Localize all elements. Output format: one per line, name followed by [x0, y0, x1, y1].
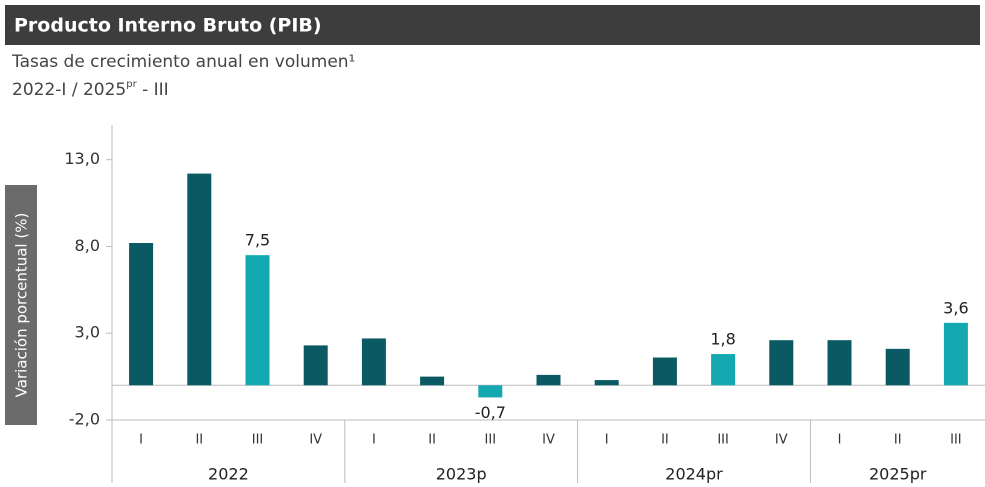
bar — [594, 380, 619, 386]
group-label: 2025pr — [869, 465, 927, 484]
y-label-box — [5, 185, 37, 425]
y-tick-label: -2,0 — [69, 410, 100, 429]
bar — [245, 255, 270, 386]
bar — [129, 243, 154, 386]
x-tick-label: IV — [775, 433, 788, 448]
bar — [420, 376, 445, 386]
bar — [652, 357, 677, 386]
bar — [478, 385, 503, 398]
data-label: -0,7 — [475, 403, 506, 422]
bar — [827, 340, 852, 386]
x-tick-label: I — [139, 433, 143, 448]
x-tick-label: III — [485, 433, 497, 448]
x-tick-label: I — [838, 433, 842, 448]
x-tick-label: II — [661, 433, 669, 448]
data-label: 7,5 — [245, 231, 270, 250]
bar — [536, 374, 561, 386]
group-label: 2023p — [436, 465, 487, 484]
period-text: 2022-I / 2025 — [12, 80, 126, 100]
chart-subtitle: Tasas de crecimiento anual en volumen¹ — [11, 52, 355, 72]
period-text: - III — [137, 80, 169, 100]
group-label: 2022 — [208, 465, 249, 484]
x-tick-label: II — [428, 433, 436, 448]
x-tick-label: IV — [309, 433, 322, 448]
bar — [943, 322, 968, 386]
x-tick-label: II — [195, 433, 203, 448]
x-tick-label: III — [717, 433, 729, 448]
y-tick-label: 3,0 — [75, 323, 100, 342]
group-label: 2024pr — [665, 465, 723, 484]
chart-period: 2022-I / 2025pr - III — [12, 79, 169, 100]
bar — [769, 340, 794, 386]
title-bar — [5, 5, 980, 45]
x-tick-label: III — [252, 433, 264, 448]
bar — [303, 345, 328, 386]
y-tick-label: 13,0 — [64, 149, 100, 168]
x-tick-label: II — [894, 433, 902, 448]
x-tick-label: I — [605, 433, 609, 448]
period-sup: pr — [126, 79, 137, 90]
bar — [885, 348, 910, 386]
x-tick-label: III — [950, 433, 962, 448]
bar — [361, 338, 386, 386]
chart-title: Producto Interno Bruto (PIB) — [14, 15, 322, 37]
bar — [711, 354, 736, 386]
x-tick-label: IV — [542, 433, 555, 448]
data-label: 3,6 — [943, 298, 968, 317]
x-tick-label: I — [372, 433, 376, 448]
data-label: 1,8 — [710, 330, 735, 349]
bar — [187, 173, 212, 386]
y-tick-label: 8,0 — [75, 236, 100, 255]
y-axis-label: Variación porcentual (%) — [13, 213, 31, 398]
